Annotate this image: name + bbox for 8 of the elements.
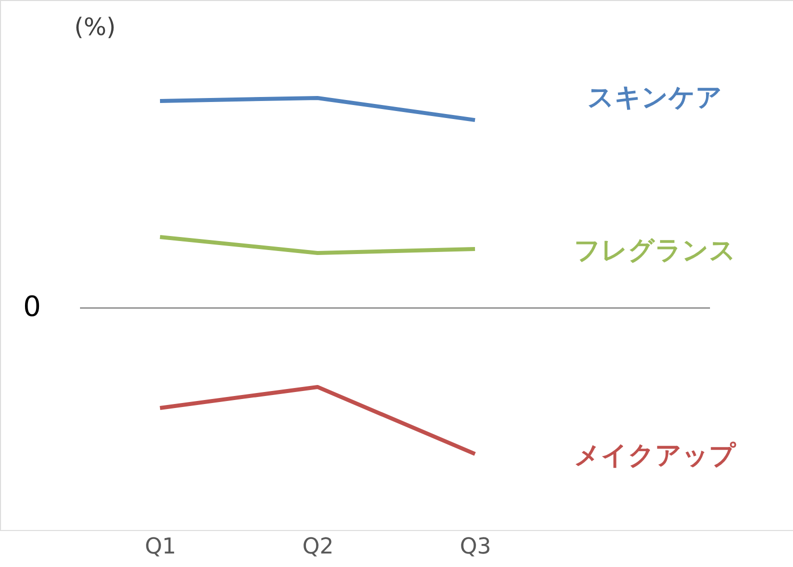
x-tick-label: Q3 bbox=[460, 534, 492, 560]
text: フレグランス bbox=[574, 236, 736, 266]
text: メイクアップ bbox=[574, 440, 737, 471]
y-axis-title: (%) bbox=[74, 13, 116, 41]
text: スキンケア bbox=[588, 83, 722, 114]
x-tick-label: Q2 bbox=[302, 534, 334, 560]
x-tick-label: Q1 bbox=[144, 534, 176, 560]
ref-line-label: 0 bbox=[23, 290, 41, 323]
